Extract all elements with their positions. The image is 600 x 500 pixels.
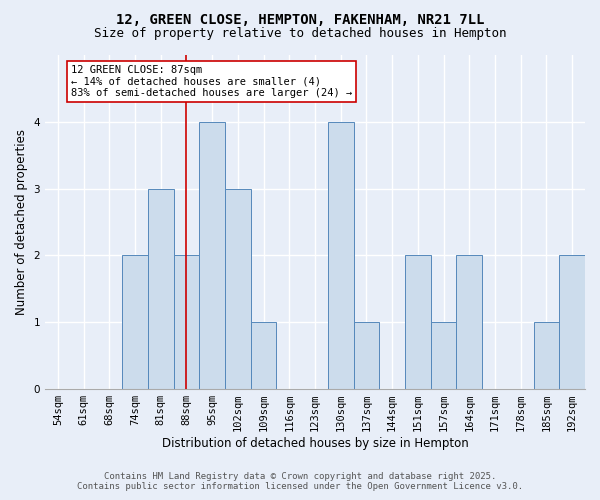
Y-axis label: Number of detached properties: Number of detached properties	[15, 129, 28, 315]
Bar	[173, 256, 199, 389]
Text: 12 GREEN CLOSE: 87sqm
← 14% of detached houses are smaller (4)
83% of semi-detac: 12 GREEN CLOSE: 87sqm ← 14% of detached …	[71, 65, 352, 98]
Bar	[225, 188, 251, 389]
Bar	[353, 322, 379, 389]
Bar	[405, 256, 431, 389]
Bar	[457, 256, 482, 389]
Text: Contains HM Land Registry data © Crown copyright and database right 2025.
Contai: Contains HM Land Registry data © Crown c…	[77, 472, 523, 491]
Bar	[199, 122, 225, 389]
Bar	[328, 122, 353, 389]
Bar	[431, 322, 457, 389]
Text: 12, GREEN CLOSE, HEMPTON, FAKENHAM, NR21 7LL: 12, GREEN CLOSE, HEMPTON, FAKENHAM, NR21…	[116, 12, 484, 26]
Bar	[251, 322, 277, 389]
Bar	[533, 322, 559, 389]
Bar	[122, 256, 148, 389]
Bar	[559, 256, 585, 389]
Text: Size of property relative to detached houses in Hempton: Size of property relative to detached ho…	[94, 28, 506, 40]
Bar	[148, 188, 173, 389]
X-axis label: Distribution of detached houses by size in Hempton: Distribution of detached houses by size …	[161, 437, 469, 450]
